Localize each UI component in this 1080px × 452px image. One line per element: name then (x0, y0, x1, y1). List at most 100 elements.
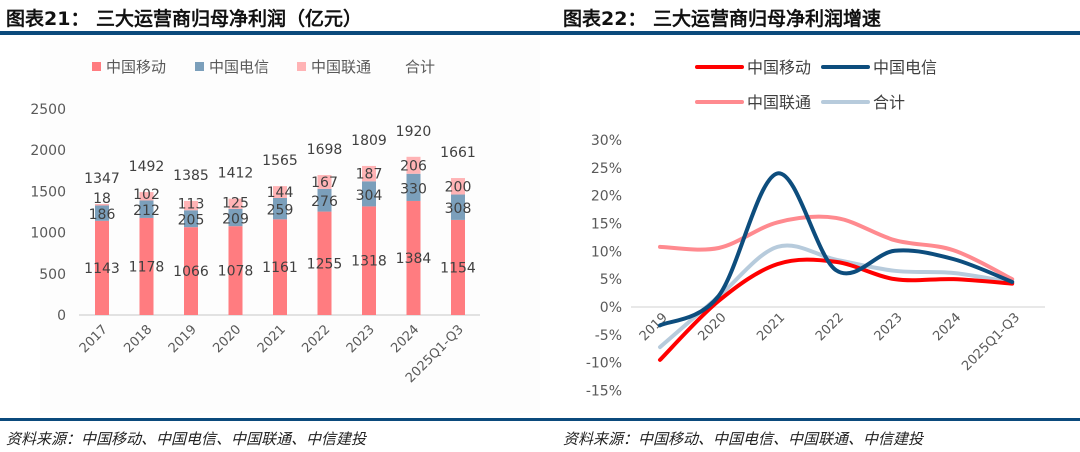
data-label: 1154 (440, 260, 476, 276)
y-tick-label: -15% (586, 384, 622, 400)
data-label: 125 (222, 196, 249, 212)
data-label: 1384 (396, 251, 432, 267)
data-label: 1161 (262, 260, 298, 276)
data-label: 1347 (84, 171, 120, 187)
data-label: 330 (400, 181, 427, 197)
y-tick-label: 2500 (30, 102, 66, 118)
data-label: 1412 (218, 166, 254, 182)
data-label: 1661 (440, 145, 476, 161)
bar-unicom (317, 175, 332, 189)
data-label: 187 (356, 167, 383, 183)
header-rule (0, 31, 1080, 35)
legend-label: 中国联通 (311, 58, 371, 76)
y-tick-label: 500 (39, 267, 66, 283)
bar-telecom (184, 210, 198, 228)
data-label: 212 (133, 203, 160, 219)
data-label: 1565 (262, 153, 298, 169)
y-tick-label: 0% (600, 300, 622, 316)
legend-label: 中国移动 (106, 58, 166, 76)
y-tick-label: 30% (591, 133, 622, 149)
y-tick-label: 15% (591, 216, 622, 232)
left-chart-title: 图表21： 三大运营商归母净利润（亿元） (6, 8, 363, 30)
data-label: 259 (267, 203, 294, 219)
bar-unicom (273, 186, 287, 198)
legend-swatch (195, 62, 204, 71)
data-label: 205 (178, 213, 205, 229)
data-label: 144 (267, 185, 294, 201)
bar-unicom (406, 156, 421, 174)
left-source-note: 资料来源：中国移动、中国电信、中国联通、中信建投 (6, 430, 367, 448)
y-tick-label: 1500 (30, 184, 66, 200)
bar-unicom (362, 165, 376, 182)
bar-mobile (228, 226, 243, 315)
bar-mobile (139, 217, 154, 315)
bar-unicom (184, 200, 198, 211)
bar-unicom (228, 198, 243, 209)
data-label: 1255 (307, 256, 343, 272)
data-label: 1066 (173, 264, 209, 280)
x-tick-label: 2021 (754, 310, 788, 344)
legend-label: 中国电信 (873, 58, 937, 77)
bar-telecom (95, 205, 109, 221)
data-label: 1698 (307, 142, 343, 158)
data-label: 167 (311, 175, 338, 191)
bar-unicom (451, 178, 465, 195)
data-label: 1078 (218, 264, 254, 280)
y-tick-label: -5% (595, 328, 622, 344)
line-telecom (658, 171, 1015, 328)
bar-telecom (228, 208, 243, 227)
y-tick-label: 0 (57, 308, 66, 324)
line-unicom (658, 214, 1015, 282)
footer-rule (0, 418, 1080, 421)
y-tick-label: 25% (591, 161, 622, 177)
data-label: 200 (445, 179, 472, 195)
x-tick-label: 2025Q1-Q3 (959, 310, 1023, 374)
data-label: 308 (445, 201, 472, 217)
x-tick-label: 2022 (813, 310, 847, 344)
x-tick-label: 2019 (637, 310, 671, 344)
bar-mobile (451, 219, 465, 315)
legend-swatch (297, 62, 306, 71)
right-source-note: 资料来源：中国移动、中国电信、中国联通、中信建投 (563, 430, 924, 448)
y-tick-label: 2000 (30, 143, 66, 159)
bar-mobile (184, 227, 198, 315)
data-label: 276 (311, 194, 338, 210)
data-label: 113 (178, 197, 205, 213)
legend-swatch (92, 62, 101, 71)
y-tick-label: 5% (600, 272, 622, 288)
bar-mobile (406, 200, 421, 315)
y-tick-label: 1000 (30, 226, 66, 242)
bar-telecom (317, 188, 332, 212)
x-tick-label: 2024 (930, 310, 964, 344)
right-chart-title: 图表22： 三大运营商归母净利润增速 (563, 8, 882, 30)
y-tick-label: 20% (591, 189, 622, 205)
data-label: 1318 (351, 254, 387, 270)
data-label: 1178 (129, 259, 165, 275)
data-label: 102 (133, 187, 160, 203)
legend-label: 中国电信 (209, 58, 269, 76)
legend-label: 合计 (873, 93, 905, 112)
data-label: 304 (356, 188, 383, 204)
legend-label: 合计 (405, 58, 435, 76)
data-label: 1809 (351, 133, 387, 149)
bar-telecom (273, 197, 287, 220)
data-label: 186 (89, 207, 116, 223)
bar-mobile (317, 211, 332, 315)
bar-telecom (406, 173, 421, 201)
data-label: 1385 (173, 168, 209, 184)
data-label: 209 (222, 212, 249, 228)
bar-unicom (139, 192, 154, 201)
bar-telecom (139, 200, 154, 218)
data-label: 1920 (396, 124, 432, 140)
y-tick-label: -10% (586, 356, 622, 372)
x-tick-label: 2023 (872, 310, 906, 344)
legend-label: 中国联通 (747, 93, 811, 112)
bar-unicom (95, 204, 109, 206)
data-label: 18 (93, 191, 111, 207)
bar-mobile (362, 206, 376, 315)
data-label: 1492 (129, 159, 165, 175)
bar-telecom (451, 194, 465, 220)
y-tick-label: 10% (591, 244, 622, 260)
